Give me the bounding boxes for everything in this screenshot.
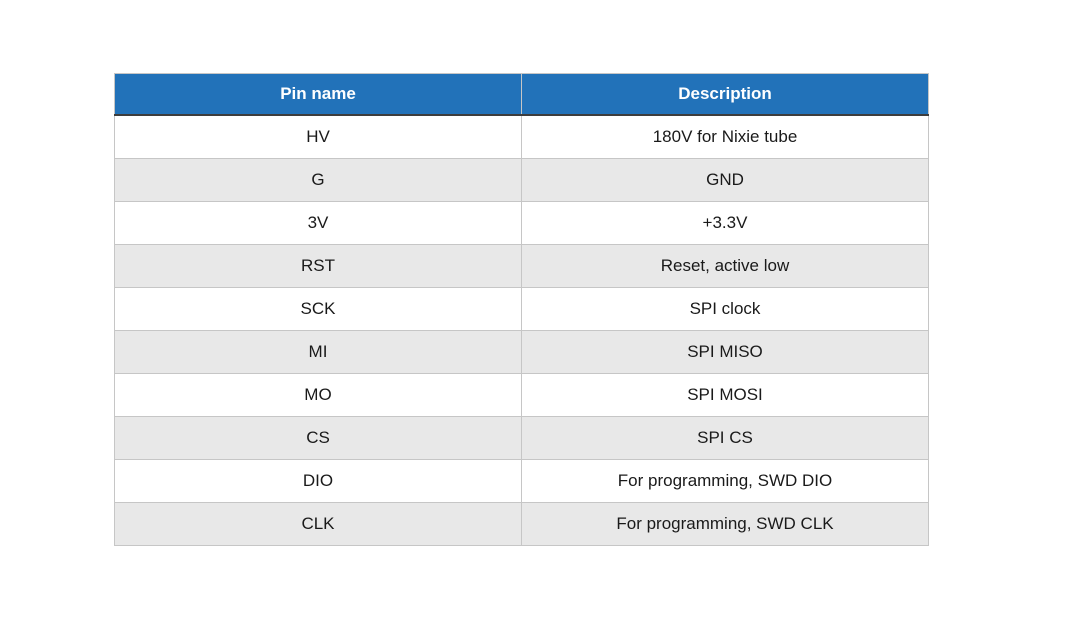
pin-cell: CLK (114, 502, 522, 546)
table-row: 3V +3.3V (114, 201, 929, 245)
description-cell: SPI CS (521, 416, 929, 460)
pin-cell: MI (114, 330, 522, 374)
table-row: CLK For programming, SWD CLK (114, 502, 929, 546)
description-cell: 180V for Nixie tube (521, 114, 929, 159)
pin-cell: MO (114, 373, 522, 417)
table-row: MI SPI MISO (114, 330, 929, 374)
table-row: MO SPI MOSI (114, 373, 929, 417)
pin-cell: DIO (114, 459, 522, 503)
description-cell: +3.3V (521, 201, 929, 245)
description-cell: Reset, active low (521, 244, 929, 288)
pin-cell: HV (114, 114, 522, 159)
header-pin-name: Pin name (114, 73, 522, 116)
pin-cell: RST (114, 244, 522, 288)
pin-cell: CS (114, 416, 522, 460)
pin-cell: SCK (114, 287, 522, 331)
table-row: RST Reset, active low (114, 244, 929, 288)
description-cell: SPI MOSI (521, 373, 929, 417)
description-cell: For programming, SWD DIO (521, 459, 929, 503)
description-cell: SPI clock (521, 287, 929, 331)
description-cell: GND (521, 158, 929, 202)
table-row: SCK SPI clock (114, 287, 929, 331)
pin-cell: 3V (114, 201, 522, 245)
header-description: Description (521, 73, 929, 116)
pin-cell: G (114, 158, 522, 202)
table-row: HV 180V for Nixie tube (114, 114, 929, 159)
header-row: Pin name Description (114, 73, 929, 116)
description-cell: For programming, SWD CLK (521, 502, 929, 546)
pin-table: Pin name Description HV 180V for Nixie t… (114, 73, 929, 546)
description-cell: SPI MISO (521, 330, 929, 374)
table-row: G GND (114, 158, 929, 202)
table-row: CS SPI CS (114, 416, 929, 460)
table-row: DIO For programming, SWD DIO (114, 459, 929, 503)
